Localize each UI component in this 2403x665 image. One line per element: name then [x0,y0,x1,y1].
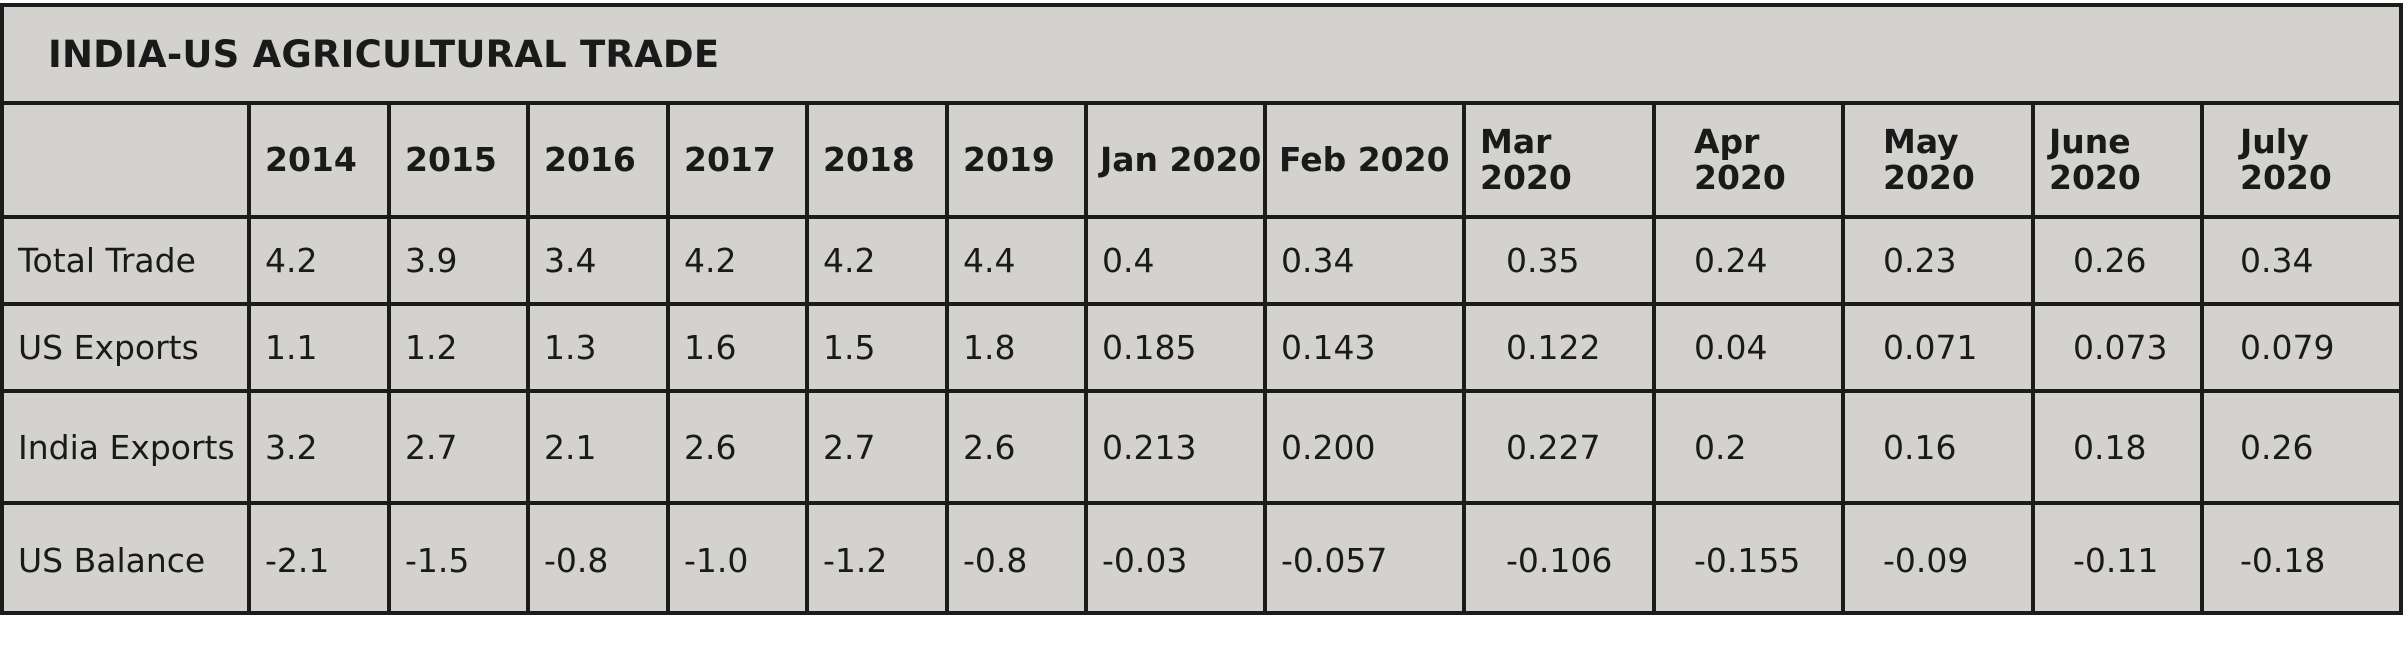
table-row: Total Trade 4.2 3.9 3.4 4.2 4.2 4.4 0.4 … [4,215,2399,306]
table-cell: -0.8 [526,501,670,615]
table-row: India Exports 3.2 2.7 2.1 2.6 2.7 2.6 0.… [4,389,2399,505]
table-cell: 0.26 [2031,215,2204,306]
header-cell: 2014 [247,105,391,219]
table-row: US Balance -2.1 -1.5 -0.8 -1.0 -1.2 -0.8… [4,501,2399,615]
row-label: India Exports [4,389,251,505]
table-cell: 3.9 [387,215,530,306]
table-title: INDIA-US AGRICULTURAL TRADE [4,7,2399,105]
table-cell: 2.6 [945,389,1088,505]
table-cell: 0.079 [2200,302,2399,393]
header-cell: May 2020 [1841,105,2035,219]
table-cell: 0.35 [1462,215,1656,306]
table-cell: 3.2 [247,389,391,505]
table-cell: 2.6 [666,389,809,505]
row-label: Total Trade [4,215,251,306]
row-label: US Exports [4,302,251,393]
table-cell: 2.7 [387,389,530,505]
table-cell: 4.2 [805,215,949,306]
header-cell: Jan 2020 [1084,105,1267,219]
table-cell: -0.8 [945,501,1088,615]
table-cell: 0.073 [2031,302,2204,393]
table-cell: 2.1 [526,389,670,505]
table-cell: -1.2 [805,501,949,615]
header-cell: June 2020 [2031,105,2204,219]
table-cell: 0.34 [1263,215,1466,306]
header-cell: 2018 [805,105,949,219]
trade-table: INDIA-US AGRICULTURAL TRADE 2014 2015 20… [0,3,2403,615]
table-cell: 4.2 [247,215,391,306]
header-cell: Apr 2020 [1652,105,1845,219]
table-cell: 3.4 [526,215,670,306]
table-cell: -1.0 [666,501,809,615]
table-cell: -0.11 [2031,501,2204,615]
header-row: 2014 2015 2016 2017 2018 2019 Jan 2020 F… [4,105,2399,219]
header-cell-empty [4,105,251,219]
header-cell: 2016 [526,105,670,219]
header-cell: Feb 2020 [1263,105,1466,219]
table-cell: -0.057 [1263,501,1466,615]
table-cell: 4.4 [945,215,1088,306]
table-row: US Exports 1.1 1.2 1.3 1.6 1.5 1.8 0.185… [4,302,2399,393]
table-cell: 1.6 [666,302,809,393]
table-cell: 0.200 [1263,389,1466,505]
header-cell: 2017 [666,105,809,219]
header-cell: July 2020 [2200,105,2399,219]
table-cell: -1.5 [387,501,530,615]
table-cell: 0.122 [1462,302,1656,393]
table-cell: 0.185 [1084,302,1267,393]
table-cell: 0.143 [1263,302,1466,393]
header-cell: Mar 2020 [1462,105,1656,219]
table-cell: 0.34 [2200,215,2399,306]
table-cell: 0.04 [1652,302,1845,393]
table-cell: 0.23 [1841,215,2035,306]
table-cell: 1.5 [805,302,949,393]
table-cell: 1.1 [247,302,391,393]
table-cell: -0.09 [1841,501,2035,615]
table-cell: -0.03 [1084,501,1267,615]
table-cell: -0.155 [1652,501,1845,615]
table-cell: 4.2 [666,215,809,306]
table-cell: 0.16 [1841,389,2035,505]
table-cell: 0.2 [1652,389,1845,505]
table-cell: 1.2 [387,302,530,393]
table-cell: -0.106 [1462,501,1656,615]
table-cell: 0.227 [1462,389,1656,505]
table-cell: 0.213 [1084,389,1267,505]
trade-grid: 2014 2015 2016 2017 2018 2019 Jan 2020 F… [4,105,2399,615]
table-cell: -0.18 [2200,501,2399,615]
row-label: US Balance [4,501,251,615]
table-cell: 2.7 [805,389,949,505]
header-cell: 2019 [945,105,1088,219]
table-cell: -2.1 [247,501,391,615]
header-cell: 2015 [387,105,530,219]
table-cell: 1.8 [945,302,1088,393]
table-cell: 0.4 [1084,215,1267,306]
table-cell: 0.24 [1652,215,1845,306]
table-cell: 0.26 [2200,389,2399,505]
table-cell: 1.3 [526,302,670,393]
table-cell: 0.071 [1841,302,2035,393]
table-cell: 0.18 [2031,389,2204,505]
